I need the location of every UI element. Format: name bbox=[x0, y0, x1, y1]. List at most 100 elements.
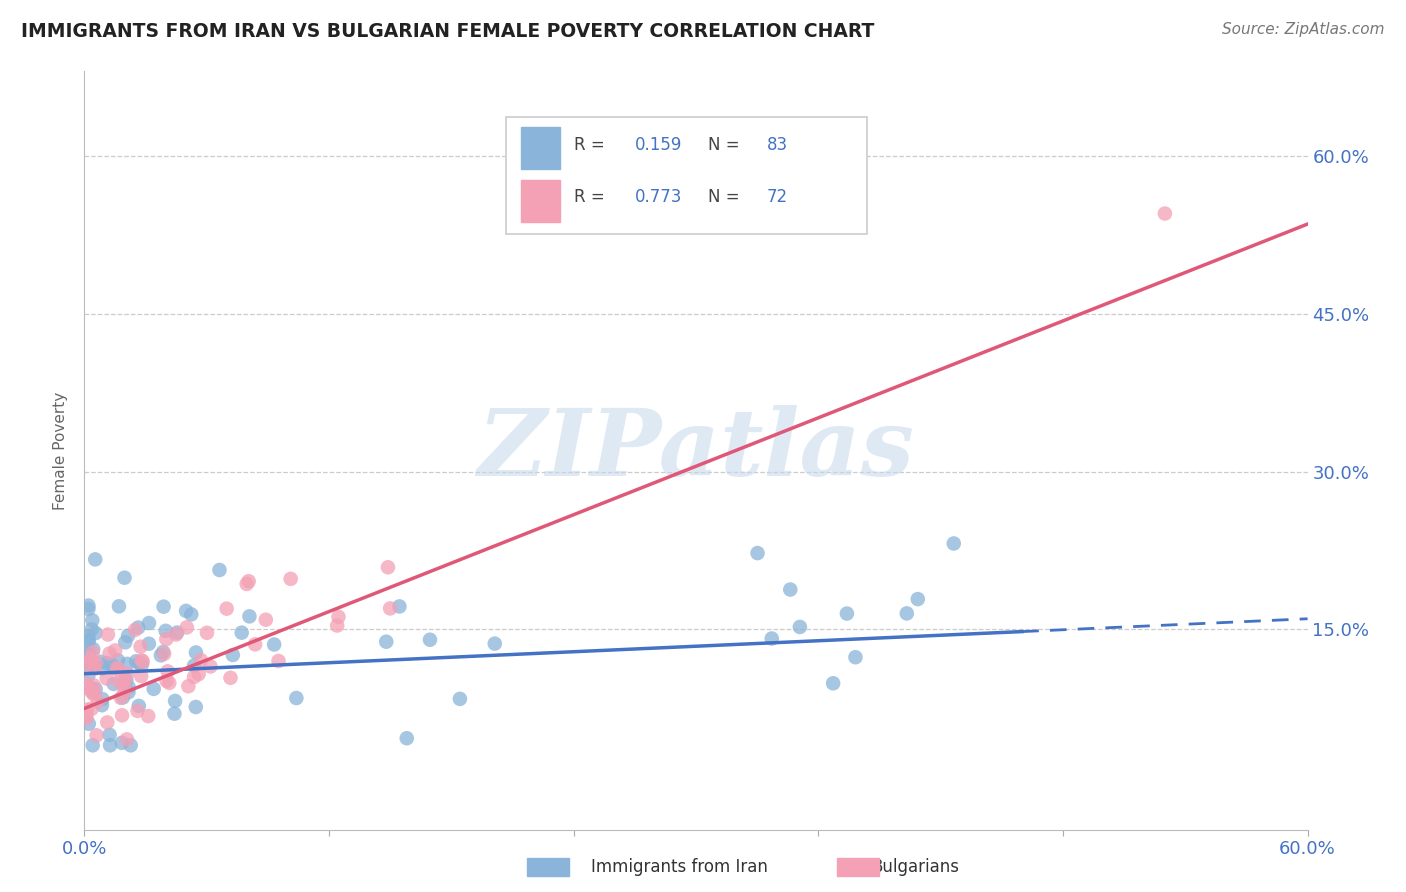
Point bbox=[77, 668, 100, 682]
Point bbox=[75, 676, 97, 690]
Text: 72: 72 bbox=[766, 188, 787, 206]
Point bbox=[263, 638, 285, 652]
Point bbox=[180, 607, 202, 622]
Point bbox=[152, 645, 174, 659]
Point bbox=[128, 698, 150, 713]
FancyBboxPatch shape bbox=[506, 117, 868, 235]
Point bbox=[80, 685, 103, 699]
Point bbox=[176, 620, 198, 634]
Point bbox=[149, 648, 172, 663]
Bar bbox=[522, 127, 560, 169]
Point bbox=[96, 656, 118, 670]
Point bbox=[76, 702, 98, 716]
Point bbox=[377, 560, 399, 574]
Point bbox=[155, 632, 177, 646]
Point bbox=[195, 625, 218, 640]
Point bbox=[208, 563, 231, 577]
Point bbox=[84, 626, 107, 640]
Point bbox=[82, 645, 104, 659]
Point bbox=[942, 536, 965, 550]
Point bbox=[231, 625, 253, 640]
Point bbox=[87, 694, 110, 708]
Point bbox=[152, 599, 174, 614]
Point bbox=[115, 657, 138, 671]
Point bbox=[823, 676, 845, 690]
Text: ZIPatlas: ZIPatlas bbox=[478, 406, 914, 495]
Point bbox=[77, 716, 100, 731]
Point bbox=[388, 599, 411, 614]
Point bbox=[163, 706, 186, 721]
Point bbox=[131, 657, 153, 672]
Text: 83: 83 bbox=[766, 136, 787, 153]
Point bbox=[235, 577, 257, 591]
Point bbox=[114, 673, 136, 688]
Point bbox=[254, 613, 277, 627]
Point bbox=[153, 647, 176, 661]
Point bbox=[103, 677, 125, 691]
Point bbox=[75, 657, 97, 671]
Point bbox=[80, 651, 103, 665]
Point bbox=[136, 709, 159, 723]
Point bbox=[131, 653, 153, 667]
Point bbox=[84, 682, 107, 697]
Point bbox=[98, 728, 121, 742]
Point bbox=[328, 610, 350, 624]
Point bbox=[184, 645, 207, 659]
Point bbox=[91, 692, 114, 706]
Point bbox=[844, 650, 866, 665]
Point bbox=[419, 632, 441, 647]
Point bbox=[896, 607, 918, 621]
Point bbox=[114, 571, 136, 585]
Point bbox=[111, 708, 134, 723]
Point bbox=[395, 731, 418, 746]
Point bbox=[80, 657, 103, 672]
Point bbox=[115, 667, 138, 681]
Point bbox=[117, 629, 139, 643]
Point bbox=[238, 609, 260, 624]
Point bbox=[779, 582, 801, 597]
Point bbox=[326, 618, 349, 632]
Point bbox=[200, 659, 222, 673]
Point bbox=[129, 669, 152, 683]
Point bbox=[243, 637, 266, 651]
Point bbox=[97, 627, 120, 641]
Point bbox=[82, 687, 104, 701]
Point bbox=[761, 632, 783, 646]
Point bbox=[105, 661, 128, 675]
Point bbox=[484, 637, 506, 651]
Point bbox=[118, 681, 141, 695]
Point bbox=[82, 642, 104, 657]
Point bbox=[107, 653, 129, 667]
Point bbox=[156, 665, 179, 679]
Point bbox=[115, 732, 138, 747]
Point bbox=[90, 655, 112, 669]
Point bbox=[285, 691, 308, 706]
Point bbox=[112, 685, 135, 699]
Point bbox=[80, 681, 103, 695]
Point bbox=[127, 704, 149, 718]
Point bbox=[183, 670, 205, 684]
Point bbox=[107, 663, 129, 677]
Point bbox=[101, 657, 124, 672]
Point bbox=[110, 690, 132, 705]
Point bbox=[117, 685, 139, 699]
Point bbox=[155, 624, 177, 638]
Point bbox=[835, 607, 858, 621]
Point bbox=[177, 679, 200, 693]
Point bbox=[907, 592, 929, 607]
Point bbox=[98, 739, 121, 753]
Point bbox=[77, 599, 100, 613]
Point bbox=[127, 621, 149, 635]
Point bbox=[165, 627, 187, 641]
Point bbox=[77, 632, 100, 647]
Text: IMMIGRANTS FROM IRAN VS BULGARIAN FEMALE POVERTY CORRELATION CHART: IMMIGRANTS FROM IRAN VS BULGARIAN FEMALE… bbox=[21, 22, 875, 41]
Point bbox=[82, 613, 104, 627]
Point bbox=[125, 654, 148, 668]
Point bbox=[83, 662, 105, 676]
Point bbox=[449, 691, 471, 706]
Point bbox=[157, 676, 180, 690]
Text: Immigrants from Iran: Immigrants from Iran bbox=[591, 858, 768, 876]
Point bbox=[103, 661, 125, 675]
Text: R =: R = bbox=[574, 136, 610, 153]
Point bbox=[76, 681, 98, 695]
